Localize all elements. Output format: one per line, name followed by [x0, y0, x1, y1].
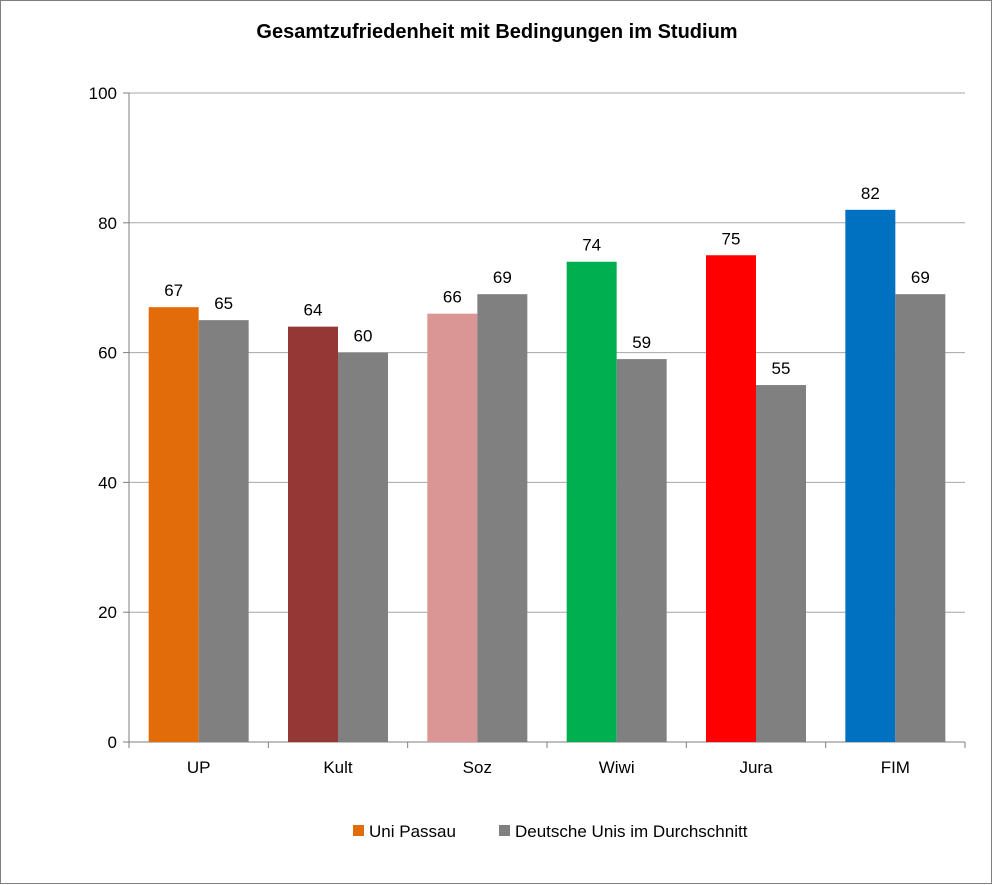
- data-label: 66: [443, 288, 462, 307]
- gridlines: [128, 92, 965, 743]
- x-tick-label: Wiwi: [599, 758, 635, 777]
- data-label: 59: [632, 333, 651, 352]
- y-tick-label: 0: [108, 733, 117, 752]
- data-label: 64: [304, 301, 323, 320]
- data-label: 75: [722, 229, 741, 248]
- x-tick-label: Kult: [323, 758, 353, 777]
- data-label: 67: [164, 281, 183, 300]
- bar-uni-passau-wiwi: [566, 261, 617, 742]
- data-labels: 67 65 64 60 66 69 74 59 75 55 82 69: [164, 184, 930, 378]
- data-label: 60: [354, 327, 373, 346]
- bar-uni-passau-up: [148, 307, 199, 742]
- bar-durchschnitt-jura: [756, 385, 806, 742]
- y-tick-label: 60: [98, 344, 117, 363]
- bar-durchschnitt-soz: [477, 294, 528, 742]
- data-label: 69: [493, 268, 512, 287]
- data-label: 55: [772, 359, 791, 378]
- y-tick-label: 20: [98, 603, 117, 622]
- bar-uni-passau-kult: [288, 326, 338, 742]
- x-tick-label: Soz: [463, 758, 492, 777]
- bar-uni-passau-jura: [706, 255, 756, 742]
- bar-durchschnitt-fim: [895, 294, 946, 742]
- data-label: 65: [214, 294, 233, 313]
- data-label: 69: [911, 268, 930, 287]
- x-tick-label: FIM: [881, 758, 910, 777]
- chart-title: Gesamtzufriedenheit mit Bedingungen im S…: [256, 21, 737, 43]
- legend: Uni Passau Deutsche Unis im Durchschnitt: [353, 822, 748, 841]
- x-tick-label: Jura: [739, 758, 773, 777]
- bar-durchschnitt-up: [198, 320, 249, 742]
- y-axis-ticks: 0 20 40 60 80 100: [89, 84, 129, 752]
- data-label: 82: [861, 184, 880, 203]
- bar-durchschnitt-wiwi: [616, 359, 667, 742]
- bar-durchschnitt-kult: [338, 352, 388, 742]
- legend-label: Deutsche Unis im Durchschnitt: [515, 822, 748, 841]
- x-tick-label: UP: [187, 758, 211, 777]
- data-label: 74: [582, 236, 601, 255]
- x-axis-ticks: UP Kult Soz Wiwi Jura FIM: [128, 742, 966, 777]
- bar-uni-passau-fim: [845, 209, 896, 742]
- bars: [148, 209, 946, 742]
- bar-uni-passau-soz: [427, 313, 478, 742]
- y-tick-label: 100: [89, 84, 117, 103]
- legend-swatch: [499, 825, 510, 836]
- legend-label: Uni Passau: [369, 822, 456, 841]
- y-tick-label: 80: [98, 214, 117, 233]
- legend-swatch: [353, 825, 364, 836]
- y-tick-label: 40: [98, 473, 117, 492]
